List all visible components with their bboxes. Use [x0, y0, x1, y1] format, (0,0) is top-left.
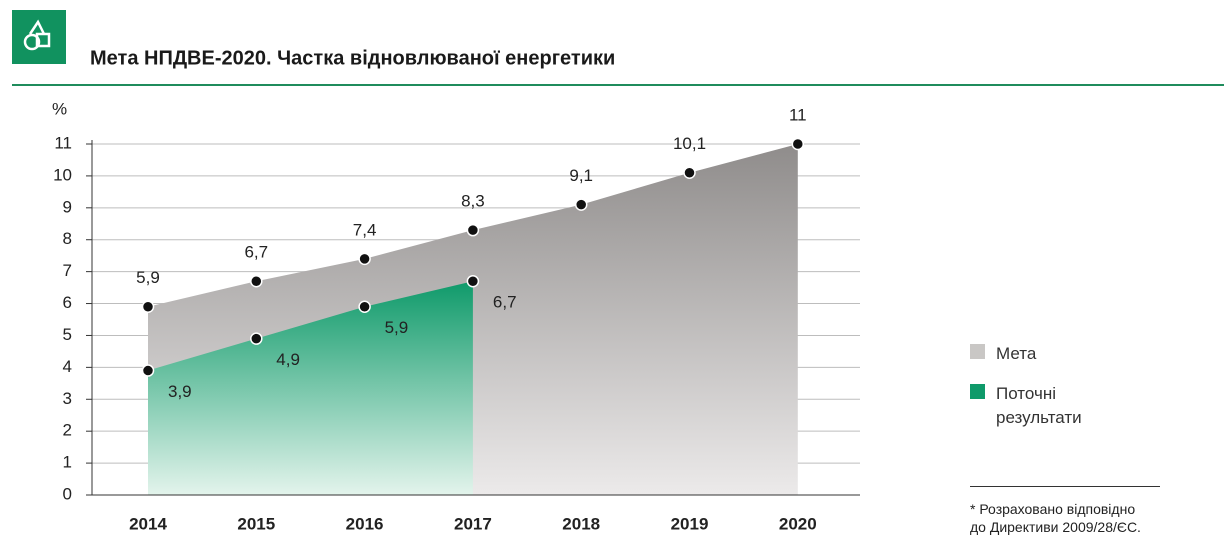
value-label: 5,9	[136, 268, 160, 287]
y-tick-label: 6	[63, 293, 72, 312]
data-point	[466, 223, 480, 237]
data-point	[358, 300, 371, 313]
x-tick-label: 2018	[562, 514, 600, 533]
y-tick-label: 7	[63, 261, 72, 280]
y-tick-label: 0	[63, 484, 72, 503]
area	[148, 281, 473, 495]
x-tick-label: 2014	[129, 514, 167, 533]
value-label: 5,9	[385, 318, 409, 337]
value-label: 9,1	[569, 166, 593, 185]
data-point	[791, 137, 805, 151]
value-label: 7,4	[353, 220, 377, 239]
value-label: 11	[789, 105, 807, 124]
data-point	[141, 364, 155, 377]
footnote-rule	[970, 486, 1160, 487]
logo-icon	[23, 19, 51, 51]
data-point	[250, 332, 263, 345]
data-point	[574, 198, 588, 211]
footnote-line: до Директиви 2009/28/ЄС.	[970, 519, 1141, 535]
data-point	[358, 252, 371, 266]
y-tick-label: 2	[63, 421, 72, 440]
x-tick-label: 2020	[779, 514, 817, 533]
value-label: 8,3	[461, 192, 485, 211]
value-label: 4,9	[276, 350, 300, 369]
x-tick-label: 2017	[454, 514, 492, 533]
y-tick-label: 1	[63, 453, 72, 472]
y-tick-label: 11	[54, 133, 72, 152]
legend-label: Поточні результати	[996, 384, 1082, 427]
x-tick-label: 2016	[346, 514, 384, 533]
data-point	[466, 274, 480, 288]
y-tick-label: 8	[63, 229, 72, 248]
y-tick-label: 10	[53, 165, 72, 184]
footnote-line: * Розраховано відповідно	[970, 501, 1136, 517]
y-tick-label: 3	[63, 389, 72, 408]
y-tick-label: 9	[63, 197, 72, 216]
legend-swatch	[970, 384, 985, 399]
footnote: * Розраховано відповідно до Директиви 200…	[970, 500, 1220, 536]
value-label: 10,1	[673, 134, 706, 153]
value-label: 6,7	[244, 243, 268, 262]
chart-title: Мета НПДВЕ-2020. Частка відновлюваної ен…	[90, 47, 615, 69]
x-tick-label: 2015	[237, 514, 275, 533]
value-label: 6,7	[493, 293, 517, 312]
data-point	[683, 166, 696, 179]
x-tick-label: 2019	[671, 514, 709, 533]
value-label: 3,9	[168, 382, 192, 401]
legend-swatch	[970, 344, 985, 359]
data-point	[250, 274, 263, 288]
legend-label: Мета	[996, 344, 1037, 363]
y-tick-label: 5	[63, 325, 72, 344]
y-tick-label: 4	[63, 357, 72, 376]
data-point	[141, 300, 155, 313]
y-axis-label: %	[52, 99, 67, 118]
logo	[12, 10, 66, 64]
